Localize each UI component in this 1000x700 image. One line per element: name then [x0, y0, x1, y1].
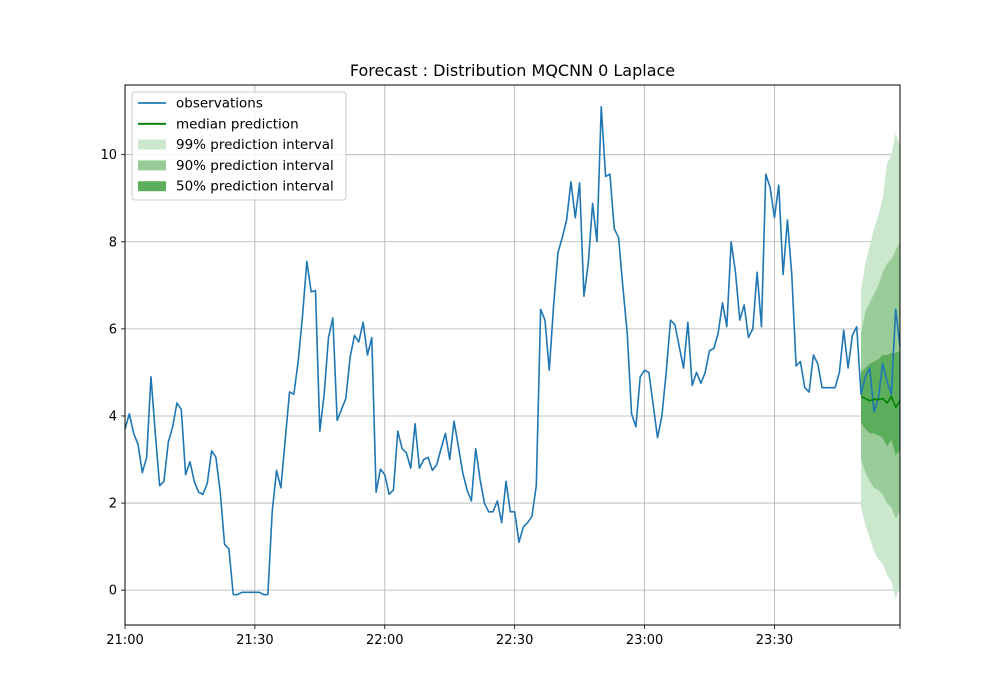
- legend-label: 90% prediction interval: [176, 158, 334, 174]
- y-tick-label: 10: [100, 148, 117, 163]
- observations-line: [124, 105, 901, 596]
- y-tick-label: 6: [109, 322, 117, 337]
- x-tick-label: 23:30: [756, 633, 793, 648]
- legend: observations median prediction 99% predict…: [131, 91, 347, 201]
- y-tick-label: 2: [109, 497, 117, 512]
- axis-ticks: 21:00 21:30 22:00 22:30 23:00 23:30 0 2 4 6 8 10: [100, 148, 901, 648]
- median-prediction-line: [860, 395, 901, 409]
- grid-lines: [125, 85, 900, 625]
- y-tick-label: 4: [109, 409, 117, 424]
- legend-swatch-band: [138, 139, 166, 150]
- legend-label: 50% prediction interval: [176, 179, 334, 195]
- series-lines: [124, 105, 901, 596]
- y-tick-label: 8: [109, 235, 117, 250]
- x-tick-label: 21:00: [106, 633, 143, 648]
- legend-box: [131, 91, 347, 201]
- plot-frame: [124, 84, 901, 626]
- y-tick-label: 0: [109, 584, 117, 599]
- x-tick-label: 21:30: [236, 633, 273, 648]
- legend-swatch-band: [138, 181, 166, 192]
- x-tick-label: 22:30: [496, 633, 533, 648]
- x-tick-label: 22:00: [366, 633, 403, 648]
- legend-label: median prediction: [176, 116, 299, 132]
- legend-label: observations: [176, 96, 263, 112]
- chart-title: Forecast : Distribution MQCNN 0 Laplace: [350, 61, 675, 80]
- x-tick-label: 23:00: [626, 633, 663, 648]
- legend-label: 99% prediction interval: [176, 137, 334, 153]
- legend-swatch-band: [138, 160, 166, 171]
- prediction-intervals: [861, 132, 900, 599]
